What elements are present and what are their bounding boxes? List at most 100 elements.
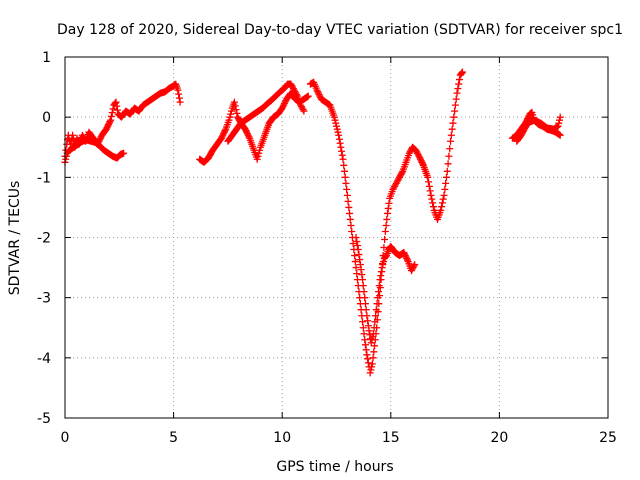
data-point: [391, 181, 399, 189]
data-point: [292, 89, 300, 97]
data-point: [339, 155, 347, 163]
data-point: [341, 173, 349, 181]
data-point: [440, 191, 448, 199]
data-point: [389, 185, 397, 193]
data-point: [346, 215, 354, 223]
data-point: [231, 102, 239, 110]
data-point: [447, 131, 455, 139]
data-point: [351, 258, 359, 266]
data-point: [384, 204, 392, 212]
data-point: [227, 110, 235, 118]
data-point: [358, 271, 366, 279]
data-point: [233, 109, 241, 117]
data-point: [374, 294, 382, 302]
data-point: [346, 209, 354, 217]
data-point: [300, 107, 308, 115]
data-point: [442, 179, 450, 187]
data-point: [335, 135, 343, 143]
data-point: [255, 149, 263, 157]
data-point: [349, 240, 357, 248]
data-point: [426, 187, 434, 195]
data-point: [217, 134, 225, 142]
data-point: [402, 253, 410, 261]
data-point: [338, 151, 346, 159]
data-point: [437, 206, 445, 214]
data-point: [556, 113, 564, 121]
data-point: [254, 152, 262, 160]
data-point: [415, 152, 423, 160]
data-point: [344, 197, 352, 205]
data-point: [401, 250, 409, 258]
data-series-segment: [224, 80, 308, 145]
data-point: [371, 318, 379, 326]
data-point: [390, 184, 398, 192]
data-point: [335, 131, 343, 139]
data-point: [391, 182, 399, 190]
x-tick-label: 25: [599, 430, 617, 446]
data-point: [362, 306, 370, 314]
data-point: [343, 185, 351, 193]
data-point: [414, 151, 422, 159]
data-point: [315, 91, 323, 99]
data-point: [352, 234, 360, 241]
data-point: [366, 369, 374, 377]
data-point: [398, 169, 406, 177]
data-point: [242, 127, 250, 135]
data-point: [416, 155, 424, 163]
data-point: [245, 133, 253, 141]
data-point: [243, 128, 251, 136]
data-point: [359, 276, 367, 284]
data-point: [425, 182, 433, 190]
data-point: [419, 160, 427, 168]
data-point: [356, 256, 364, 264]
data-point: [392, 179, 400, 187]
data-point: [297, 101, 305, 109]
data-point: [230, 98, 238, 106]
data-point: [377, 272, 385, 280]
data-point: [293, 91, 301, 99]
data-point: [316, 92, 324, 100]
data-point: [363, 351, 371, 359]
x-tick-label: 10: [273, 430, 291, 446]
data-point: [380, 244, 388, 252]
data-series-segment: [196, 89, 312, 166]
data-point: [427, 191, 435, 199]
data-point: [453, 89, 461, 97]
data-point: [455, 80, 463, 88]
x-tick-label: 20: [490, 430, 508, 446]
data-point: [314, 89, 322, 97]
data-point: [438, 199, 446, 207]
data-point: [96, 134, 104, 142]
data-point: [383, 215, 391, 223]
y-tick-label: -2: [37, 231, 51, 247]
data-point: [225, 116, 233, 124]
data-point: [62, 155, 70, 163]
data-point: [334, 128, 342, 136]
data-point: [219, 131, 227, 139]
data-point: [394, 176, 402, 184]
data-point: [175, 90, 183, 98]
data-point: [410, 262, 418, 270]
data-point: [106, 118, 114, 126]
data-series-segment: [61, 136, 128, 166]
data-point: [244, 131, 252, 139]
data-point: [232, 106, 240, 114]
data-point: [408, 265, 416, 273]
data-point: [340, 167, 348, 175]
x-tick-label: 5: [169, 430, 178, 446]
data-point: [400, 249, 408, 257]
data-point: [364, 322, 372, 330]
data-point: [448, 125, 456, 133]
data-point: [458, 68, 466, 76]
data-point: [280, 100, 288, 108]
data-point: [360, 330, 368, 338]
data-point: [442, 173, 450, 181]
data-point: [455, 76, 463, 84]
data-point: [362, 346, 370, 354]
data-point: [417, 157, 425, 165]
x-tick-label: 15: [382, 430, 400, 446]
data-point: [289, 85, 297, 93]
data-point: [108, 109, 116, 117]
data-point: [450, 113, 458, 121]
data-point: [381, 227, 389, 235]
